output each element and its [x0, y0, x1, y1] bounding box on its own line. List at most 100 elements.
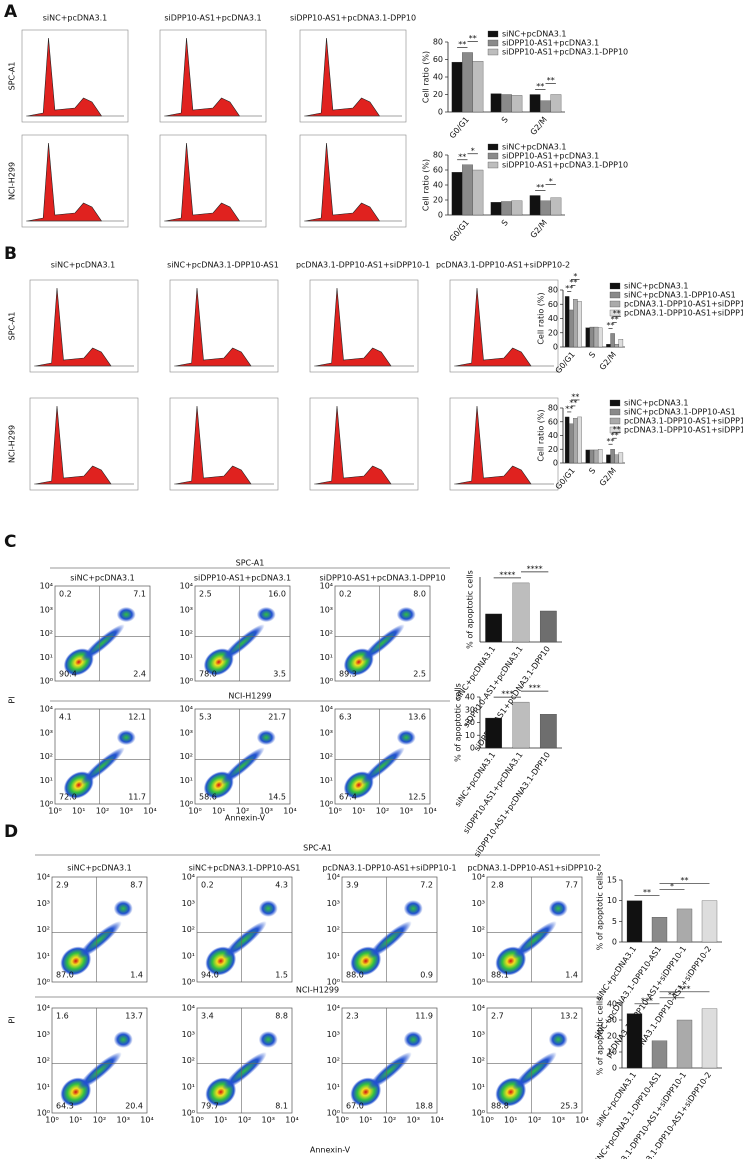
quadrant-value: 67.4 [339, 793, 357, 802]
flow-y-tick: 10³ [40, 605, 53, 614]
bar [585, 327, 591, 348]
flow-density [403, 900, 423, 917]
quadrant-value: 5.3 [199, 713, 212, 722]
significance-label: ** [611, 431, 619, 440]
quadrant-value: 88.0 [346, 971, 364, 980]
bar [472, 61, 484, 113]
quadrant-value: 12.1 [128, 713, 146, 722]
y-tick-label: 10 [607, 1048, 617, 1057]
histogram-frame [29, 279, 139, 373]
flow-y-tick: 10⁴ [37, 1004, 50, 1013]
quadrant-value: 88.8 [491, 1102, 509, 1111]
y-axis-label: % of apoptotic cells [596, 997, 605, 1076]
quadrant-value: 8.7 [130, 881, 143, 890]
significance-label: ** [536, 183, 544, 192]
x-tick-label: G0/G1 [448, 218, 471, 243]
flow-y-tick: 10¹ [327, 951, 340, 960]
significance-label: ** [611, 315, 619, 324]
flow-density [360, 747, 405, 785]
bar [577, 301, 582, 348]
flow-density [77, 921, 122, 959]
group-title: SPC-A1 [236, 559, 265, 568]
flow-y-tick: 10⁴ [320, 582, 333, 591]
flow-x-tick: 10⁰ [188, 807, 201, 816]
legend-swatch [487, 39, 499, 47]
significance-label: ** [469, 34, 477, 43]
flow-y-tick: 10³ [40, 728, 53, 737]
column-title: siDPP10-AS1+pcDNA3.1 [194, 574, 291, 583]
legend-swatch [487, 30, 499, 38]
flow-y-tick: 10⁴ [327, 1004, 340, 1013]
column-title: siNC+pcDNA3.1 [70, 574, 134, 583]
legend-swatch [487, 143, 499, 151]
bar [485, 613, 503, 643]
quadrant-value: 13.6 [408, 713, 426, 722]
bar [618, 452, 624, 464]
quadrant-value: 1.5 [275, 971, 288, 980]
bar [529, 94, 541, 113]
bar [569, 423, 574, 464]
y-axis-label: % of apoptotic cells [466, 570, 475, 649]
bar [606, 343, 611, 348]
bar [701, 900, 718, 943]
histogram-curve [175, 287, 252, 367]
quadrant-value: 3.4 [201, 1012, 214, 1021]
significance-label: * [670, 882, 674, 891]
flow-y-tick: 10³ [180, 728, 193, 737]
y-tick-label: 10 [465, 731, 475, 740]
histogram-frame [21, 134, 129, 228]
histogram-frame [169, 397, 279, 491]
histogram-frame [309, 397, 419, 491]
histogram-frame [299, 134, 407, 228]
bar [589, 449, 595, 464]
quadrant-value: 2.5 [199, 590, 212, 599]
quadrant-value: 1.6 [56, 1012, 69, 1021]
legend-swatch [609, 282, 621, 290]
y-tick-label: 80 [548, 404, 558, 413]
flow-x-tick: 10³ [400, 807, 413, 816]
flow-density [360, 624, 405, 662]
significance-label: * [471, 146, 475, 155]
quadrant-value: 64.3 [56, 1102, 74, 1111]
y-tick-label: 20 [548, 328, 558, 337]
bar [614, 454, 619, 464]
panel-letter: B [4, 244, 17, 264]
flow-density [548, 1031, 568, 1048]
histogram-frame [169, 279, 279, 373]
flow-y-tick: 10² [320, 629, 333, 638]
y-tick-label: 30 [465, 705, 475, 714]
quadrant-value: 11.9 [415, 1012, 433, 1021]
bar [490, 93, 502, 113]
flow-y-tick: 10⁴ [180, 705, 193, 714]
flow-y-tick: 10⁰ [37, 978, 50, 987]
quadrant-value: 2.3 [346, 1012, 359, 1021]
quadrant-value: 94.0 [201, 971, 219, 980]
flow-y-tick: 10² [182, 1056, 195, 1065]
group-title: SPC-A1 [303, 844, 332, 853]
bar [512, 582, 530, 643]
quadrant-value: 3.5 [273, 670, 286, 679]
significance-label: ** [613, 425, 621, 434]
bar [451, 172, 463, 216]
quadrant-value: 2.8 [491, 881, 504, 890]
flow-y-tick: 10³ [37, 899, 50, 908]
column-title: pcDNA3.1-DPP10-AS1+siDPP10-1 [296, 261, 430, 270]
histogram-frame [299, 29, 407, 123]
flow-x-tick: 10² [528, 1116, 541, 1125]
flow-x-tick: 10³ [120, 807, 133, 816]
significance-label: *** [501, 690, 513, 699]
flow-density [258, 900, 278, 917]
column-title: siDPP10-AS1+pcDNA3.1 [164, 14, 261, 23]
legend-swatch [487, 161, 499, 169]
quadrant-value: 6.3 [339, 713, 352, 722]
quadrant-value: 79.7 [201, 1102, 219, 1111]
quadrant-value: 2.7 [491, 1012, 504, 1021]
legend-label: siDPP10-AS1+pcDNA3.1-DPP10 [502, 48, 628, 57]
bar [564, 296, 570, 348]
flow-density [116, 606, 136, 623]
histogram-curve [35, 287, 112, 367]
flow-y-tick: 10⁴ [327, 873, 340, 882]
bar [610, 333, 615, 348]
legend-label: pcDNA3.1-DPP10-AS1+siDPP10-2 [624, 309, 743, 318]
flow-y-tick: 10⁴ [37, 873, 50, 882]
